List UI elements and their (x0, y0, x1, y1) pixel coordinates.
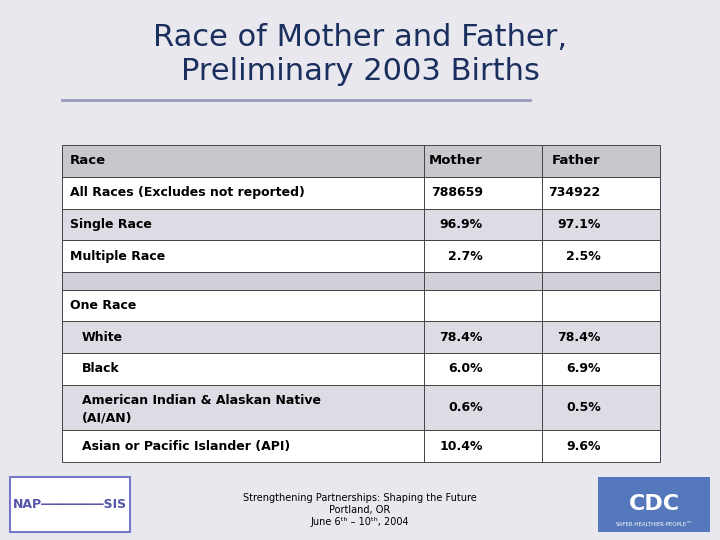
Text: Strengthening Partnerships: Shaping the Future: Strengthening Partnerships: Shaping the … (243, 493, 477, 503)
Text: 10.4%: 10.4% (439, 440, 482, 453)
Text: 6.9%: 6.9% (567, 362, 600, 375)
Bar (541, 240, 660, 272)
Text: 78.4%: 78.4% (439, 330, 482, 343)
Bar (62, 384, 424, 430)
Text: American Indian & Alaskan Native: American Indian & Alaskan Native (82, 394, 321, 407)
Bar (62, 289, 424, 321)
Bar (62, 145, 424, 177)
Bar (424, 240, 541, 272)
Bar (62, 240, 424, 272)
Bar (424, 321, 541, 353)
Text: 2.5%: 2.5% (566, 249, 600, 262)
Bar (541, 272, 660, 289)
Bar (541, 289, 660, 321)
Bar (541, 177, 660, 208)
Text: 0.6%: 0.6% (448, 401, 482, 414)
Bar (62, 177, 424, 208)
Text: 96.9%: 96.9% (440, 218, 482, 231)
Text: 97.1%: 97.1% (557, 218, 600, 231)
Bar (424, 145, 541, 177)
Text: 2.7%: 2.7% (448, 249, 482, 262)
Bar (424, 384, 541, 430)
Bar (541, 384, 660, 430)
Text: Single Race: Single Race (70, 218, 152, 231)
Bar (541, 321, 660, 353)
Text: June 6ᵗʰ – 10ᵗʰ, 2004: June 6ᵗʰ – 10ᵗʰ, 2004 (311, 517, 409, 527)
Text: Asian or Pacific Islander (API): Asian or Pacific Islander (API) (82, 440, 290, 453)
Text: White: White (82, 330, 123, 343)
Bar (62, 272, 424, 289)
Bar (62, 353, 424, 384)
Text: 734922: 734922 (549, 186, 600, 199)
Text: Race of Mother and Father,: Race of Mother and Father, (153, 24, 567, 52)
Bar (10, 477, 130, 532)
Text: 78.4%: 78.4% (557, 330, 600, 343)
Text: Black: Black (82, 362, 120, 375)
Text: SAFER·HEALTHIER·PEOPLE™: SAFER·HEALTHIER·PEOPLE™ (616, 522, 693, 526)
Bar (424, 289, 541, 321)
Text: 6.0%: 6.0% (448, 362, 482, 375)
Bar (541, 353, 660, 384)
Text: NAP―――――SIS: NAP―――――SIS (13, 497, 127, 510)
Bar (541, 145, 660, 177)
Text: All Races (Excludes not reported): All Races (Excludes not reported) (70, 186, 305, 199)
Text: CDC: CDC (629, 494, 680, 514)
Bar (424, 353, 541, 384)
Bar (424, 177, 541, 208)
Text: Multiple Race: Multiple Race (70, 249, 166, 262)
Bar (541, 208, 660, 240)
Bar (598, 477, 710, 532)
Bar (424, 208, 541, 240)
Text: 9.6%: 9.6% (567, 440, 600, 453)
Bar (62, 321, 424, 353)
Text: One Race: One Race (70, 299, 136, 312)
Text: 0.5%: 0.5% (566, 401, 600, 414)
Bar (424, 430, 541, 462)
Text: (AI/AN): (AI/AN) (82, 411, 132, 424)
Text: Preliminary 2003 Births: Preliminary 2003 Births (181, 57, 539, 86)
Bar (541, 430, 660, 462)
Bar (62, 208, 424, 240)
Text: Father: Father (552, 154, 600, 167)
Bar (62, 430, 424, 462)
Text: Portland, OR: Portland, OR (329, 505, 391, 515)
Text: 788659: 788659 (431, 186, 482, 199)
Bar (424, 272, 541, 289)
Text: Mother: Mother (429, 154, 482, 167)
Text: Race: Race (70, 154, 106, 167)
